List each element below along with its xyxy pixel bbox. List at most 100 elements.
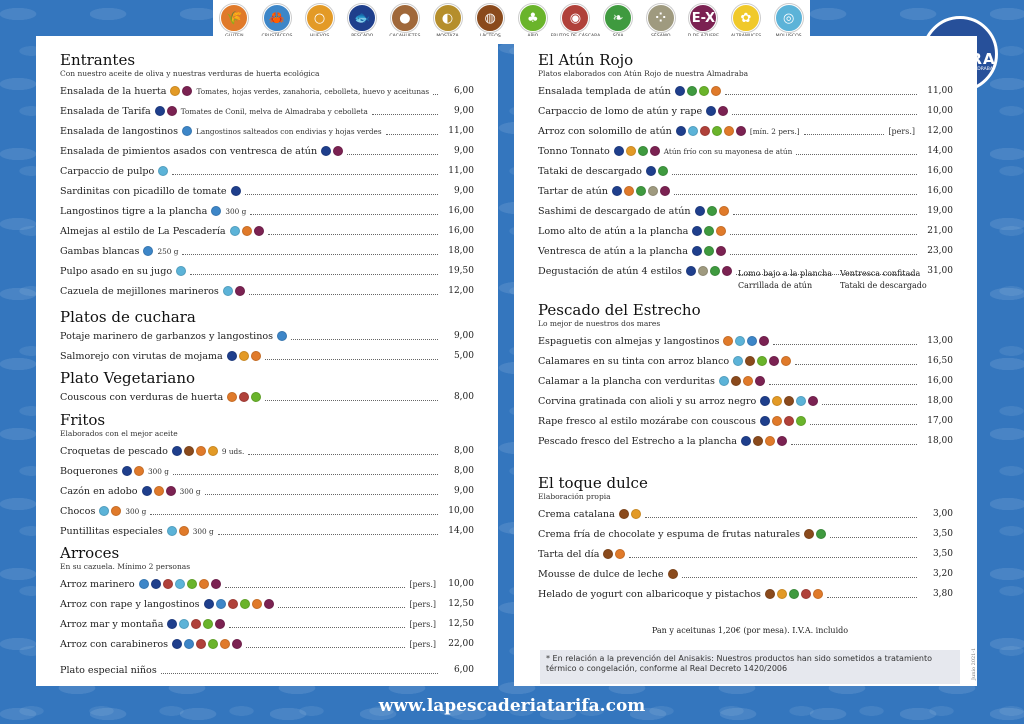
item-price: 31,00	[927, 266, 953, 276]
item-name: Arroz marinero	[60, 578, 135, 590]
gluten-icon	[771, 416, 782, 426]
item-price: 11,00	[448, 166, 474, 176]
menu-item: Cazuela de mejillones marineros 12,00	[60, 281, 474, 301]
allergen-icons	[673, 86, 721, 96]
azufre-icon	[754, 376, 765, 386]
item-name: Puntillitas especiales	[60, 525, 163, 537]
allergen-icons	[763, 589, 823, 599]
moluscos-icon	[174, 579, 185, 589]
item-note: Langostinos salteados con endivias y hoj…	[196, 126, 382, 136]
leader-dots	[248, 453, 438, 455]
allergen-6: ◍LÁCTEOS	[469, 4, 511, 39]
leader-dots	[830, 536, 917, 538]
allergen-icons	[758, 416, 806, 426]
section-pescado: Pescado del Estrecho Lo mejor de nuestro…	[538, 301, 953, 451]
section-subtitle: Con nuestro aceite de oliva y nuestras v…	[60, 69, 320, 78]
lacteos-icon	[764, 589, 775, 599]
item-name: Tataki de descargado	[538, 165, 642, 177]
allergen-icons	[758, 396, 819, 406]
leader-dots	[267, 233, 438, 235]
allergen-icon: ◐	[433, 4, 462, 32]
menu-item: Ensalada de Tarifa Tomates de Conil, melv…	[60, 101, 474, 121]
item-price: 8,00	[453, 392, 474, 402]
menu-page-right: El Atún Rojo Platos elaborados con Atún …	[514, 36, 977, 686]
pescado-icon	[706, 106, 717, 116]
soja-icon	[637, 146, 648, 156]
per-person-label: [pers.]	[409, 599, 436, 609]
section-title: Plato Vegetariano	[60, 369, 196, 387]
allergen-icons	[221, 286, 245, 296]
gluten-icon	[133, 466, 144, 476]
azufre-icon	[215, 619, 226, 629]
gluten-icon	[241, 226, 252, 236]
leader-dots	[671, 173, 917, 175]
allergen-icon: ♣	[518, 4, 547, 32]
allergen-11: E-XD.DE AZUFRE	[682, 4, 724, 39]
sesamo-icon	[647, 186, 658, 196]
gluten-icon	[764, 436, 775, 446]
leader-dots	[248, 293, 438, 295]
item-name: Arroz mar y montaña	[60, 618, 164, 630]
pescado-icon	[645, 166, 656, 176]
item-name: Lomo alto de atún a la plancha	[538, 225, 689, 237]
allergen-icons	[228, 226, 264, 236]
leader-dots	[277, 606, 406, 608]
item-price: 16,00	[927, 166, 953, 176]
allergen-9: ❧SOJA	[597, 4, 639, 39]
allergen-icons	[693, 206, 729, 216]
sesamo-icon	[697, 266, 708, 276]
soja-icon	[703, 246, 714, 256]
section-subtitle: Elaboración propia	[538, 492, 611, 501]
leader-dots	[160, 672, 438, 674]
item-note: Tomates de Conil, melva de Almadraba y c…	[180, 106, 368, 116]
menu-item: Chocos 300 g 10,00	[60, 501, 474, 521]
menu-item: Rape fresco al estilo mozárabe con cousc…	[538, 411, 953, 431]
website-url[interactable]: www.lapescaderiatarifa.com	[378, 696, 646, 716]
allergen-icons	[170, 446, 218, 456]
leader-dots	[265, 399, 438, 401]
section-subtitle: Platos elaborados con Atún Rojo de nuest…	[538, 69, 749, 78]
lacteos-icon	[603, 549, 614, 559]
menu-item: Arroz mar y montaña [pers.] 12,50	[60, 614, 474, 634]
menu-item: Lomo alto de atún a la plancha 21,00	[538, 221, 953, 241]
item-name: Arroz con carabineros	[60, 638, 169, 650]
menu-item: Arroz marinero [pers.] 10,00	[60, 574, 474, 594]
item-price: 12,50	[448, 599, 474, 609]
allergen-icon: E-X	[689, 4, 718, 32]
gluten-icon	[178, 526, 189, 536]
pescado-icon	[675, 126, 686, 136]
item-price: 12,50	[448, 619, 474, 629]
menu-item: Puntillitas especiales 300 g 14,00	[60, 521, 474, 541]
soja-icon	[657, 166, 668, 176]
pescado-icon	[694, 206, 705, 216]
item-name: Cazuela de mejillones marineros	[60, 285, 219, 297]
degustacion-4: Tataki de descargado	[840, 281, 927, 290]
frutos-cascara-icon	[239, 392, 250, 402]
menu-item: Cazón en adobo 300 g 9,00	[60, 481, 474, 501]
degustacion-3: Carrillada de atún	[738, 281, 813, 290]
menu-item: Langostinos tigre a la plancha 300 g 16,00	[60, 201, 474, 221]
menu-item: Corvina gratinada con alioli y su arroz …	[538, 391, 953, 411]
item-name: Chocos	[60, 505, 96, 517]
per-person-label: [pers.]	[409, 619, 436, 629]
section-dulce: El toque dulce Elaboración propia Crema …	[538, 474, 953, 604]
lacteos-icon	[667, 569, 678, 579]
allergen-icons	[717, 376, 765, 386]
item-name: Couscous con verduras de huerta	[60, 391, 224, 403]
huevos-icon	[238, 351, 249, 361]
leader-dots	[246, 646, 406, 648]
leader-dots	[190, 273, 438, 275]
allergen-icons	[690, 246, 726, 256]
allergen-icons	[97, 506, 122, 516]
section-arroces: Arroces En su cazuela. Mínimo 2 personas…	[60, 544, 474, 680]
item-name: Tonno Tonnato	[538, 145, 610, 157]
azufre-icon	[808, 396, 819, 406]
azufre-icon	[263, 599, 274, 609]
item-name: Espaguetis con almejas y langostinos	[538, 335, 720, 347]
allergen-icon: ✿	[732, 4, 760, 32]
azufre-icon	[776, 436, 787, 446]
menu-item: Arroz con rape y langostinos [pers.] 12,50	[60, 594, 474, 614]
allergen-3: 🐟PESCADO	[341, 4, 383, 39]
leader-dots	[673, 193, 917, 195]
item-name: Tarta del día	[538, 548, 600, 560]
